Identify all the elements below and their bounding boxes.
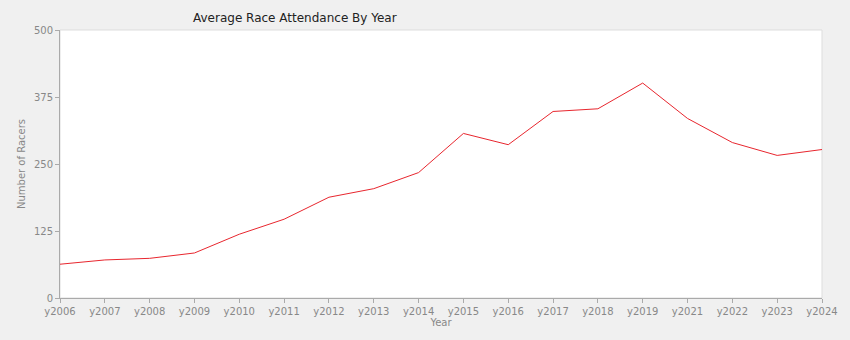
svg-text:y2022: y2022 [717, 306, 748, 317]
svg-text:y2013: y2013 [358, 306, 389, 317]
svg-text:y2015: y2015 [448, 306, 479, 317]
svg-text:y2016: y2016 [493, 306, 524, 317]
svg-text:y2024: y2024 [806, 306, 837, 317]
svg-text:y2023: y2023 [761, 306, 792, 317]
svg-text:y2018: y2018 [582, 306, 613, 317]
svg-text:y2011: y2011 [268, 306, 299, 317]
svg-text:125: 125 [34, 226, 53, 237]
svg-text:250: 250 [34, 159, 53, 170]
svg-text:Number of Racers: Number of Racers [16, 119, 27, 209]
svg-text:y2009: y2009 [179, 306, 210, 317]
svg-text:y2010: y2010 [224, 306, 255, 317]
svg-text:y2017: y2017 [537, 306, 568, 317]
svg-text:375: 375 [34, 92, 53, 103]
svg-text:y2014: y2014 [403, 306, 434, 317]
svg-text:y2012: y2012 [313, 306, 344, 317]
svg-text:y2021: y2021 [672, 306, 703, 317]
svg-text:y2006: y2006 [44, 306, 75, 317]
svg-text:y2008: y2008 [134, 306, 165, 317]
svg-text:y2007: y2007 [89, 306, 120, 317]
svg-text:500: 500 [34, 25, 53, 36]
svg-text:0: 0 [47, 293, 53, 304]
svg-text:Year: Year [429, 317, 452, 328]
svg-text:y2019: y2019 [627, 306, 658, 317]
svg-text:Average Race Attendance By Yea: Average Race Attendance By Year [193, 11, 397, 25]
